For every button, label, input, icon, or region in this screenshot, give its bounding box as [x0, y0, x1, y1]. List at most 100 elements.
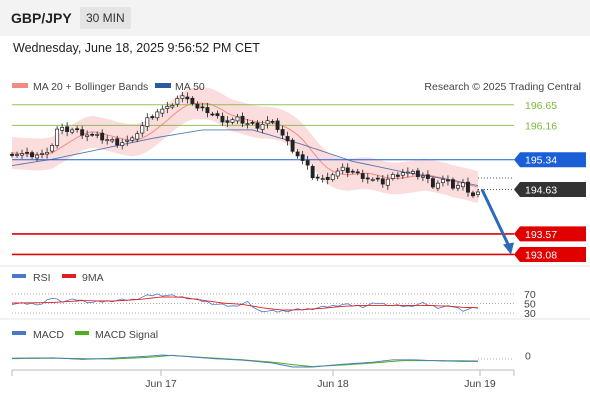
candle-body — [225, 120, 230, 123]
rsi-ma-legend-label: 9MA — [82, 272, 104, 284]
candle-body — [476, 191, 480, 195]
candle-body — [195, 103, 200, 109]
candle-body — [20, 153, 24, 156]
candle-body — [240, 115, 245, 124]
rsi-tick-label: 70 — [524, 289, 536, 301]
candle-body — [120, 142, 125, 147]
x-tick-label: Jun 19 — [464, 378, 496, 390]
candle-body — [180, 95, 185, 99]
candle-body — [390, 174, 395, 179]
candle-body — [80, 129, 85, 136]
candle-body — [315, 176, 320, 179]
candle-body — [230, 119, 235, 123]
candle-body — [285, 136, 290, 142]
candle-body — [85, 134, 90, 137]
candle-body — [10, 153, 14, 156]
rsi-tick-label: 30 — [524, 308, 536, 320]
candle-body — [330, 174, 335, 180]
ma20-line — [11, 102, 479, 188]
ma20-legend-swatch — [12, 83, 28, 88]
candle-body — [175, 98, 180, 105]
macd-legend-swatch — [12, 331, 26, 335]
timestamp: Wednesday, June 18, 2025 9:56:52 PM CET — [13, 41, 260, 55]
candle-body — [430, 178, 435, 188]
candle-body — [165, 106, 170, 109]
candle-body — [435, 182, 440, 189]
level-label: 194.63 — [525, 184, 557, 196]
level-tag — [514, 226, 586, 242]
level-tag — [514, 246, 586, 262]
candle-body — [420, 175, 425, 178]
candle-body — [461, 182, 465, 188]
rsi-legend-swatch — [12, 274, 26, 278]
candle-body — [365, 177, 370, 180]
candle-body — [370, 179, 375, 181]
candle-body — [220, 115, 225, 123]
candle-body — [235, 116, 240, 122]
candle-body — [100, 132, 105, 141]
candle-body — [290, 139, 295, 152]
candle-body — [380, 178, 385, 185]
macd-signal-line — [12, 354, 479, 368]
macd-signal-legend-swatch — [75, 331, 89, 335]
candle-body — [40, 153, 45, 155]
candle-body — [55, 128, 60, 146]
candle-body — [105, 139, 110, 142]
macd-tick-label: 0 — [525, 351, 531, 363]
candle-body — [150, 116, 155, 119]
candle-body — [280, 129, 285, 136]
candle-body — [400, 172, 405, 176]
candle-body — [215, 113, 220, 117]
macd-line — [11, 354, 478, 368]
candle-body — [245, 123, 250, 125]
candle-body — [255, 122, 260, 129]
candle-body — [340, 166, 345, 171]
candle-body — [355, 171, 360, 174]
candle-body — [170, 105, 175, 108]
x-tick-label: Jun 18 — [317, 378, 349, 390]
candle-body — [60, 127, 65, 131]
candle-body — [456, 185, 460, 189]
timeframe-badge[interactable]: 30 MIN — [80, 7, 131, 29]
candle-body — [440, 179, 445, 183]
ma50-line — [11, 129, 479, 187]
candle-body — [410, 171, 415, 174]
candle-body — [275, 120, 280, 130]
candle-body — [90, 133, 95, 136]
level-label: 195.34 — [525, 155, 557, 167]
candle-body — [95, 134, 100, 136]
forecast-arrowhead — [503, 242, 514, 255]
candle-body — [45, 152, 50, 155]
level-tag — [514, 152, 586, 168]
ma50-legend-label: MA 50 — [175, 81, 205, 93]
candle-body — [210, 113, 215, 116]
candle-body — [445, 179, 450, 182]
candle-body — [325, 176, 330, 180]
ma50-legend-swatch — [155, 83, 171, 88]
x-tick-label: Jun 17 — [145, 378, 177, 390]
rsi-ma-legend-swatch — [62, 274, 76, 278]
candle-body — [145, 117, 150, 127]
candle-body — [385, 178, 390, 186]
candle-body — [250, 122, 255, 124]
candle-body — [265, 120, 270, 125]
candle-body — [360, 173, 365, 179]
level-tag — [514, 181, 586, 197]
candle-body — [466, 181, 470, 193]
candle-body — [270, 120, 275, 123]
candle-body — [30, 152, 34, 158]
level-label: 193.57 — [525, 229, 557, 241]
candle-body — [130, 137, 135, 141]
rsi-ma-line — [12, 296, 479, 311]
level-label: 193.08 — [525, 249, 557, 261]
rsi-legend-label: RSI — [33, 272, 51, 284]
candle-body — [425, 174, 430, 179]
candle-body — [160, 108, 165, 114]
macd-signal-legend-label: MACD Signal — [95, 329, 158, 341]
candle-body — [471, 192, 475, 197]
candle-body — [395, 174, 400, 177]
candle-body — [75, 128, 80, 131]
candle-body — [115, 138, 120, 146]
candle-body — [135, 133, 140, 140]
